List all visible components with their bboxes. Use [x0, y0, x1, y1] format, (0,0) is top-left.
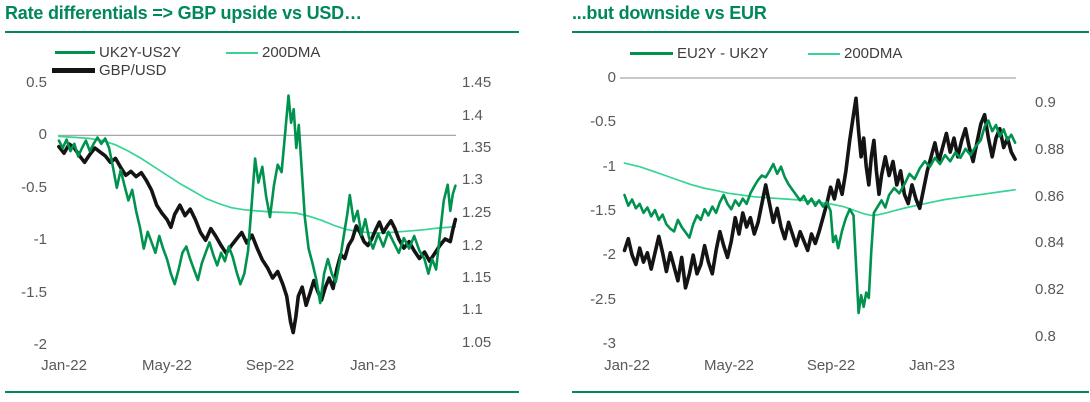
y-axis-tick-label: 1.25	[462, 204, 492, 221]
y-axis-tick-label: 1.4	[462, 107, 483, 124]
y-axis-tick-label: 0.82	[1035, 281, 1065, 298]
y-axis-tick-label: 1.05	[462, 334, 492, 351]
y-axis-tick-label: 1.1	[462, 301, 483, 318]
panel-bottom-border-right	[572, 391, 1089, 393]
x-axis-tick-label: Sep-22	[245, 357, 295, 374]
y-axis-tick-label: -2	[602, 246, 616, 263]
y-axis-tick-label: 0	[38, 126, 47, 143]
y-axis-tick-label: -0.5	[590, 113, 616, 130]
y-axis-tick-label: 1.15	[462, 269, 492, 286]
legend-item-gbp-usd: GBP/USD	[52, 62, 167, 79]
series-line-fx-black-unlabeled	[622, 96, 1017, 290]
x-axis-tick-label: May-22	[703, 357, 755, 374]
series-line-200dma	[623, 162, 1016, 217]
title-underline-right	[572, 31, 1089, 33]
y-axis-tick-label: -1.5	[21, 284, 47, 301]
x-axis-tick-label: Jan-23	[909, 357, 955, 374]
panel-bottom-border-left	[5, 391, 519, 393]
y-axis-tick-label: -1.5	[590, 202, 616, 219]
x-axis-tick-label: Sep-22	[806, 357, 856, 374]
legend-label: 200DMA	[844, 45, 903, 62]
chart-title-left: Rate differentials => GBP upside vs USD…	[5, 3, 362, 23]
y-axis-tick-label: 0.5	[26, 74, 47, 91]
y-axis-tick-label: 0.88	[1035, 141, 1065, 158]
legend-swatch-uk2y-us2y	[55, 50, 95, 55]
y-axis-tick-label: 1.2	[462, 237, 483, 254]
legend-label: GBP/USD	[99, 62, 167, 79]
y-axis-tick-label: 1.45	[462, 74, 492, 91]
series-line-gbp-usd	[57, 142, 458, 335]
legend-swatch-gbp-usd	[52, 67, 95, 74]
chart-title-right: ...but downside vs EUR	[572, 3, 767, 23]
legend-item-200dma: 200DMA	[226, 44, 320, 61]
legend-item-eu2y-uk2y: EU2Y - UK2Y	[630, 45, 768, 62]
legend-label: 200DMA	[262, 44, 321, 61]
y-axis-tick-label: 0.84	[1035, 234, 1065, 251]
title-underline-left	[5, 31, 519, 33]
legend-swatch-200dma	[226, 51, 258, 54]
legend-swatch-eu2y-uk2y	[630, 51, 673, 56]
y-axis-tick-label: 0.9	[1035, 94, 1056, 111]
legend-label: EU2Y - UK2Y	[677, 45, 769, 62]
y-axis-tick-label: -1	[602, 158, 616, 175]
y-axis-tick-label: 0.86	[1035, 188, 1065, 205]
x-axis-tick-label: Jan-22	[604, 357, 650, 374]
y-axis-tick-label: 1.3	[462, 171, 483, 188]
y-axis-tick-label: 0	[607, 69, 616, 86]
y-axis-tick-label: -3	[602, 335, 616, 352]
legend-swatch-200dma	[808, 52, 840, 55]
y-axis-tick-label: 1.35	[462, 139, 492, 156]
x-axis-tick-label: May-22	[141, 357, 193, 374]
x-axis-tick-label: Jan-22	[41, 357, 87, 374]
series-line-eu2y-uk2y	[623, 119, 1017, 315]
y-axis-tick-label: -0.5	[21, 179, 47, 196]
y-axis-tick-label: 0.8	[1035, 328, 1056, 345]
series-line-uk2y-us2y	[57, 94, 457, 305]
legend-item-uk2y-us2y: UK2Y-US2Y	[55, 44, 181, 61]
y-axis-tick-label: -2.5	[590, 291, 616, 308]
legend-item-200dma: 200DMA	[808, 45, 902, 62]
x-axis-tick-label: Jan-23	[350, 357, 396, 374]
y-axis-tick-label: -1	[33, 231, 47, 248]
y-axis-tick-label: -2	[33, 336, 47, 353]
legend-label: UK2Y-US2Y	[99, 44, 181, 61]
